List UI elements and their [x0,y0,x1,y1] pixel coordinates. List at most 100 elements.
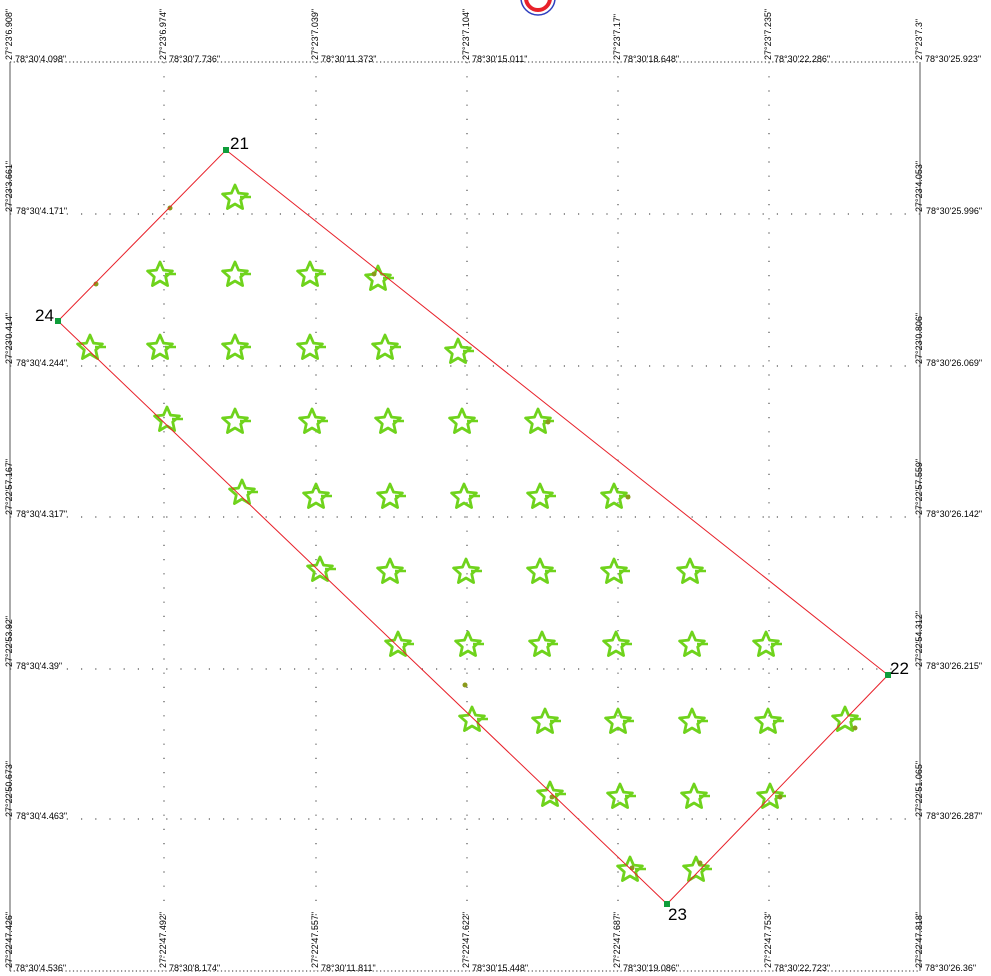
right-lat-label: 27°23'4.053" [914,161,924,212]
tree-icon [756,782,784,809]
tree-icon [376,557,404,584]
tree-icon [76,333,104,360]
right-lat-label: 27°22'54.312" [914,611,924,667]
tree-icon [306,555,334,582]
bottom-lat-label: 27°22'47.818" [914,912,924,968]
boundary-tree-dot [371,271,377,277]
boundary-point-marker[interactable] [664,901,670,907]
tree-icon [384,630,412,657]
boundary-tree-dot [777,794,783,800]
tree-icon [526,482,554,509]
tree-icon [450,482,478,509]
top-lat-label: 27°23'7.104" [461,9,471,60]
tree-icon [444,337,472,364]
right-lon-label: 78°30'25.996" [926,206,982,216]
tree-icon [678,630,706,657]
tree-markers [76,183,861,882]
boundary-tree-dot [545,419,551,425]
grid-labels: 27°23'6.908" 27°23'6.974" 27°23'7.039" 27°2… [4,9,982,973]
tree-icon [606,782,634,809]
bottom-lon-label: 78°30'11.811" [321,963,376,973]
top-lat-label: 27°23'6.974" [158,9,168,60]
tree-icon [531,707,559,734]
left-lat-label: 27°23'3.661" [4,161,14,212]
bottom-lat-label: 27°22'47.622" [461,912,471,968]
top-lon-label: 78°30'15.011" [472,54,527,64]
bottom-lon-label: 78°30'4.536" [15,963,66,973]
boundary-tree-dot [629,865,635,871]
left-lat-label: 27°22'50.673" [4,761,14,817]
left-lon-label: 78°30'4.317" [16,509,67,519]
bottom-lon-label: 78°30'8.174" [169,963,220,973]
tree-icon [302,482,330,509]
tree-icon [452,557,480,584]
boundary-points: 21 22 23 24 [35,134,909,924]
tree-icon [221,407,249,434]
tree-icon [364,264,392,291]
left-lon-label: 78°30'4.244" [16,358,67,368]
boundary-tree-dot [462,682,468,688]
top-lat-label: 27°23'6.908" [4,9,14,60]
right-lat-label: 27°23'0.806" [914,313,924,364]
tree-icon [454,630,482,657]
top-lat-label: 27°23'7.3" [914,19,924,60]
left-lat-label: 27°22'57.167" [4,459,14,515]
top-lat-label: 27°23'7.235" [763,9,773,60]
right-lat-label: 27°22'57.559" [914,459,924,515]
boundary-point-marker[interactable] [223,147,229,153]
top-lon-label: 78°30'11.373" [321,54,376,64]
tree-icon [752,630,780,657]
bottom-lat-label: 27°22'47.557" [310,912,320,968]
bottom-lat-label: 27°22'47.426" [4,912,14,968]
tree-icon [376,482,404,509]
tree-icon [676,557,704,584]
tree-icon [374,407,402,434]
tree-icon [528,630,556,657]
boundary-point-label: 23 [668,905,687,924]
top-lon-label: 78°30'25.923" [925,54,981,64]
bottom-lon-label: 78°30'15.448" [472,963,528,973]
tree-icon [146,260,174,287]
plot-boundary [57,149,889,905]
tree-icon [296,333,324,360]
top-lat-label: 27°23'7.039" [310,9,320,60]
bottom-lon-label: 78°30'19.086" [623,963,679,973]
boundary-point-marker[interactable] [885,672,891,678]
tree-icon [298,407,326,434]
tree-icon [604,707,632,734]
bottom-lon-label: 78°30'26.36" [925,963,976,973]
left-lon-label: 78°30'4.171" [16,206,67,216]
tree-icon [524,407,552,434]
tree-icon [448,407,476,434]
left-lon-label: 78°30'4.463" [16,811,67,821]
boundary-point-label: 22 [890,659,909,678]
coordinate-grid [9,61,921,972]
bottom-lat-label: 27°22'47.753" [763,912,773,968]
top-lon-label: 78°30'4.098" [15,54,66,64]
tree-icon [458,705,486,732]
left-lat-label: 27°23'0.414" [4,313,14,364]
bottom-lat-label: 27°22'47.687" [612,912,622,968]
tree-icon [754,707,782,734]
top-lat-label: 27°23'7.17" [612,14,622,60]
tree-icon [682,855,710,882]
boundary-tree-dot [93,281,99,287]
tree-icon [600,557,628,584]
boundary-point-label: 21 [230,134,249,153]
tree-icon [221,333,249,360]
tree-icon [296,260,324,287]
tree-icon [536,780,564,807]
left-lon-label: 78°30'4.39" [16,661,62,671]
boundary-tree-dot [625,494,631,500]
tree-icon [526,557,554,584]
tree-icon [221,260,249,287]
right-lon-label: 78°30'26.215" [926,661,982,671]
boundary-tree-dot [167,205,173,211]
tree-icon [602,630,630,657]
boundary-tree-dot [697,860,703,866]
left-lat-label: 27°22'53.92" [4,616,14,667]
boundary-point-marker[interactable] [55,318,61,324]
right-lon-label: 78°30'26.069" [926,358,982,368]
